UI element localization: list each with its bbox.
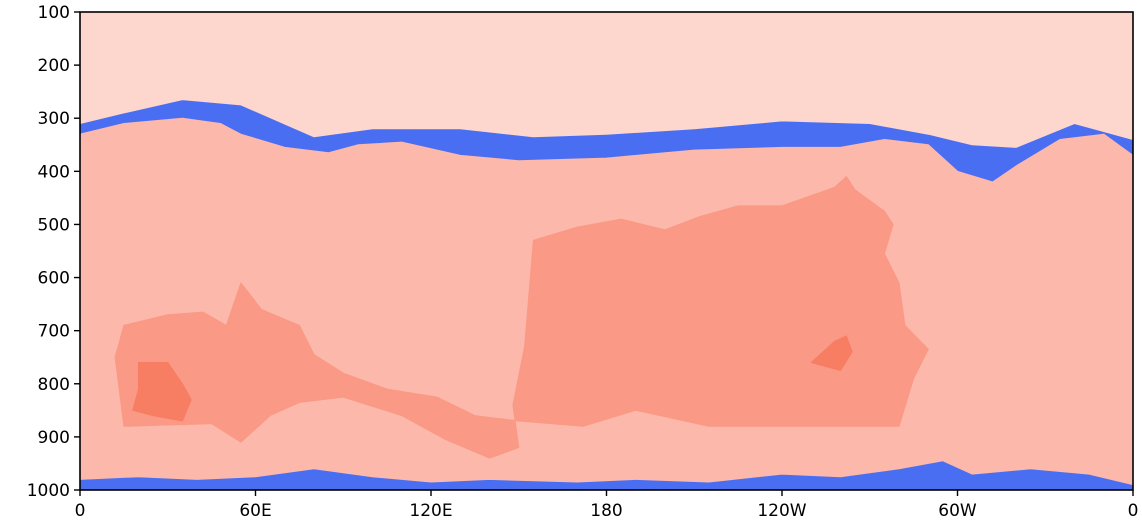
- contour-region-level-4: [132, 362, 192, 422]
- x-tick-label: 120W: [757, 501, 806, 521]
- y-axis: 100 200 300 400 500 600 700 800 900 1000: [27, 3, 80, 501]
- y-tick-label: 800: [38, 375, 70, 395]
- y-tick-label: 400: [38, 162, 70, 182]
- y-tick-label: 900: [38, 428, 70, 448]
- y-tick-label: 500: [38, 215, 70, 235]
- y-tick-label: 600: [38, 269, 70, 289]
- contour-region-level-3: [114, 176, 929, 459]
- y-tick-label: 200: [38, 56, 70, 76]
- x-axis: 0 60E 120E 180 120W 60W 0: [75, 490, 1139, 521]
- x-tick-label: 120E: [409, 501, 452, 521]
- x-tick-label: 0: [75, 501, 86, 521]
- contour-region-level-1: [80, 12, 1133, 148]
- x-tick-label: 60E: [239, 501, 271, 521]
- contour-fills: [80, 12, 1133, 490]
- contour-region-level-4: [810, 335, 853, 371]
- y-tick-label: 100: [38, 3, 70, 23]
- x-tick-label: 180: [590, 501, 622, 521]
- x-tick-label: 60W: [938, 501, 977, 521]
- x-tick-label: 0: [1128, 501, 1139, 521]
- y-tick-label: 1000: [27, 481, 70, 501]
- y-tick-label: 300: [38, 109, 70, 129]
- y-tick-label: 700: [38, 322, 70, 342]
